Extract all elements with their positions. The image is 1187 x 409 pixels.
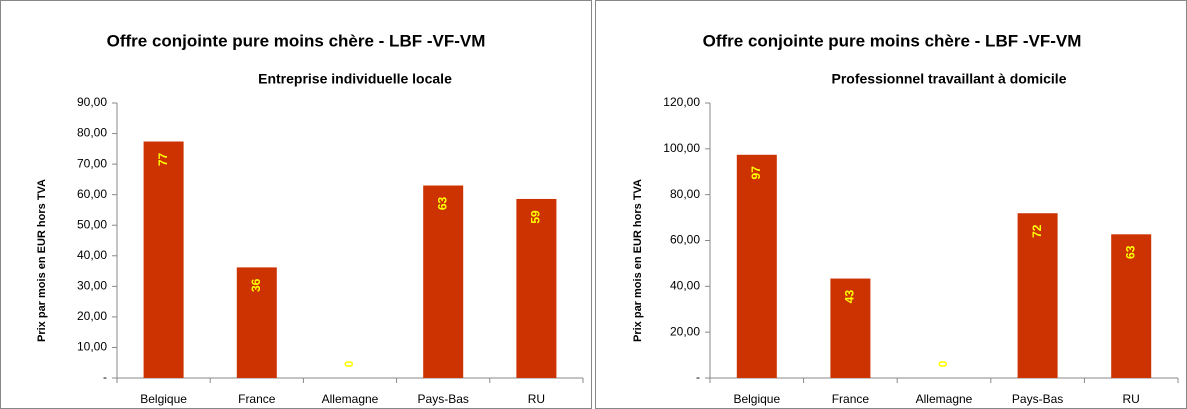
y-tick-label: 40,00 — [670, 279, 700, 293]
chart-subtitle: Entreprise individuelle locale — [258, 71, 452, 87]
y-axis-label: Prix par mois en EUR hors TVA — [36, 179, 48, 342]
y-tick-label: 50,00 — [77, 217, 107, 231]
y-axis-label: Prix par mois en EUR hors TVA — [632, 179, 644, 342]
data-label: 77 — [156, 153, 170, 167]
x-tick-label: Belgique — [140, 392, 187, 406]
y-tick-label: 40,00 — [77, 248, 107, 262]
y-tick-label: 120,00 — [663, 95, 700, 109]
bar — [1111, 234, 1152, 378]
x-tick-label: France — [238, 392, 276, 406]
bar — [1017, 213, 1058, 378]
y-tick-label: 60,00 — [670, 233, 700, 247]
bar — [830, 278, 871, 378]
data-label: 43 — [843, 290, 857, 304]
data-label: 59 — [529, 210, 543, 224]
bar — [423, 185, 464, 378]
x-tick-label: Belgique — [733, 392, 780, 406]
data-label: 0 — [936, 360, 950, 367]
x-tick-label: Pays-Bas — [1012, 392, 1063, 406]
y-tick-label: 60,00 — [77, 187, 107, 201]
data-label: 72 — [1030, 224, 1044, 238]
y-tick-label: 70,00 — [77, 156, 107, 170]
panel — [0, 0, 592, 409]
chart-title: Offre conjointe pure moins chère - LBF -… — [703, 31, 1082, 50]
data-label: 63 — [435, 197, 449, 211]
data-label: 97 — [749, 166, 763, 180]
data-label: 0 — [342, 360, 356, 367]
x-tick-label: Allemagne — [322, 392, 379, 406]
x-tick-label: RU — [528, 392, 545, 406]
x-tick-label: RU — [1123, 392, 1140, 406]
y-tick-label: 30,00 — [77, 279, 107, 293]
y-tick-label: 90,00 — [77, 95, 107, 109]
bar — [736, 154, 777, 378]
bar — [143, 141, 184, 378]
y-tick-label: - — [696, 370, 700, 384]
y-tick-label: 20,00 — [670, 324, 700, 338]
bar — [236, 267, 277, 378]
data-label: 63 — [1123, 245, 1137, 259]
chart-title: Offre conjointe pure moins chère - LBF -… — [107, 31, 486, 50]
y-tick-label: 100,00 — [663, 141, 700, 155]
x-tick-label: France — [832, 392, 870, 406]
y-tick-label: - — [103, 370, 107, 384]
x-tick-label: Pays-Bas — [418, 392, 469, 406]
bar — [516, 198, 557, 378]
y-tick-label: 80,00 — [77, 126, 107, 140]
x-tick-label: Allemagne — [916, 392, 973, 406]
chart-subtitle: Professionnel travaillant à domicile — [832, 71, 1067, 87]
panel — [595, 0, 1187, 409]
data-label: 36 — [249, 278, 263, 292]
y-tick-label: 10,00 — [77, 340, 107, 354]
y-tick-label: 20,00 — [77, 309, 107, 323]
y-tick-label: 80,00 — [670, 187, 700, 201]
